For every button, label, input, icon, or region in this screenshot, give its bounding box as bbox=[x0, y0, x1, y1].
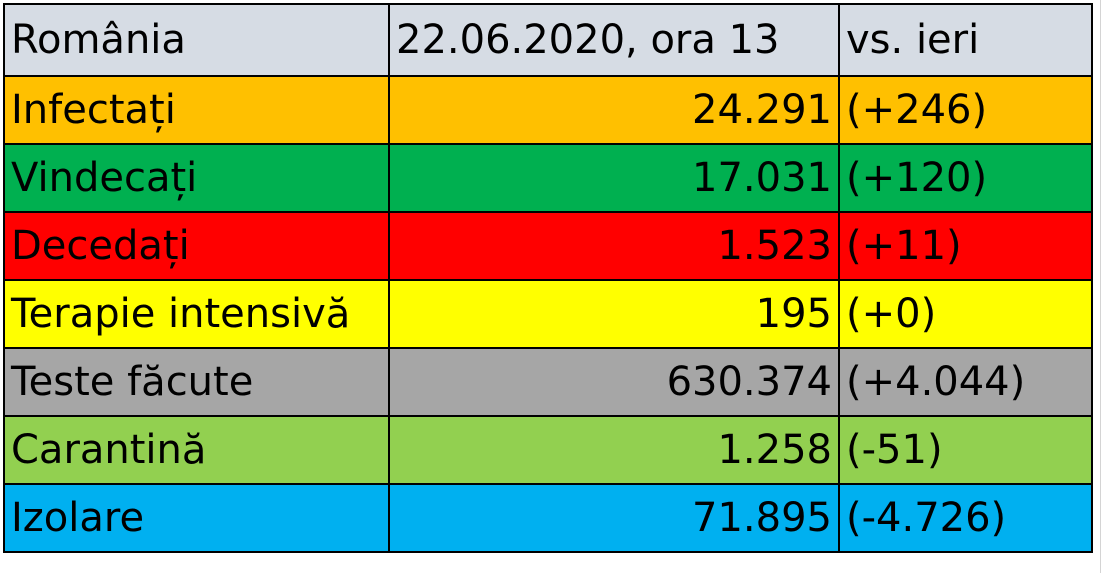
table-row: Decedați 1.523 (+11) bbox=[3, 211, 1093, 281]
row-value: 24.291 bbox=[388, 75, 840, 145]
row-value: 17.031 bbox=[388, 143, 840, 213]
row-label: Teste făcute bbox=[3, 347, 390, 417]
row-label: Infectați bbox=[3, 75, 390, 145]
row-label: Decedați bbox=[3, 211, 390, 281]
row-change: (-4.726) bbox=[838, 483, 1093, 553]
table-row: Izolare 71.895 (-4.726) bbox=[3, 483, 1093, 553]
table-row: Vindecați 17.031 (+120) bbox=[3, 143, 1093, 213]
row-value: 630.374 bbox=[388, 347, 840, 417]
row-change: (+11) bbox=[838, 211, 1093, 281]
row-value: 195 bbox=[388, 279, 840, 349]
row-label: Carantină bbox=[3, 415, 390, 485]
row-change: (-51) bbox=[838, 415, 1093, 485]
row-change: (+120) bbox=[838, 143, 1093, 213]
row-label: Izolare bbox=[3, 483, 390, 553]
table-row: Teste făcute 630.374 (+4.044) bbox=[3, 347, 1093, 417]
table-row: Terapie intensivă 195 (+0) bbox=[3, 279, 1093, 349]
table-row: Carantină 1.258 (-51) bbox=[3, 415, 1093, 485]
table-row: Infectați 24.291 (+246) bbox=[3, 75, 1093, 145]
header-cell: vs. ieri bbox=[838, 3, 1093, 77]
header-row: România 22.06.2020, ora 13 vs. ieri bbox=[3, 3, 1093, 77]
header-cell: 22.06.2020, ora 13 bbox=[388, 3, 840, 77]
row-change: (+0) bbox=[838, 279, 1093, 349]
row-value: 1.523 bbox=[388, 211, 840, 281]
row-value: 71.895 bbox=[388, 483, 840, 553]
table-body: România 22.06.2020, ora 13 vs. ieri Infe… bbox=[3, 3, 1093, 553]
data-table: România 22.06.2020, ora 13 vs. ieri Infe… bbox=[3, 3, 1093, 553]
row-change: (+4.044) bbox=[838, 347, 1093, 417]
row-value: 1.258 bbox=[388, 415, 840, 485]
row-label: Terapie intensivă bbox=[3, 279, 390, 349]
row-change: (+246) bbox=[838, 75, 1093, 145]
row-label: Vindecați bbox=[3, 143, 390, 213]
header-cell: România bbox=[3, 3, 390, 77]
